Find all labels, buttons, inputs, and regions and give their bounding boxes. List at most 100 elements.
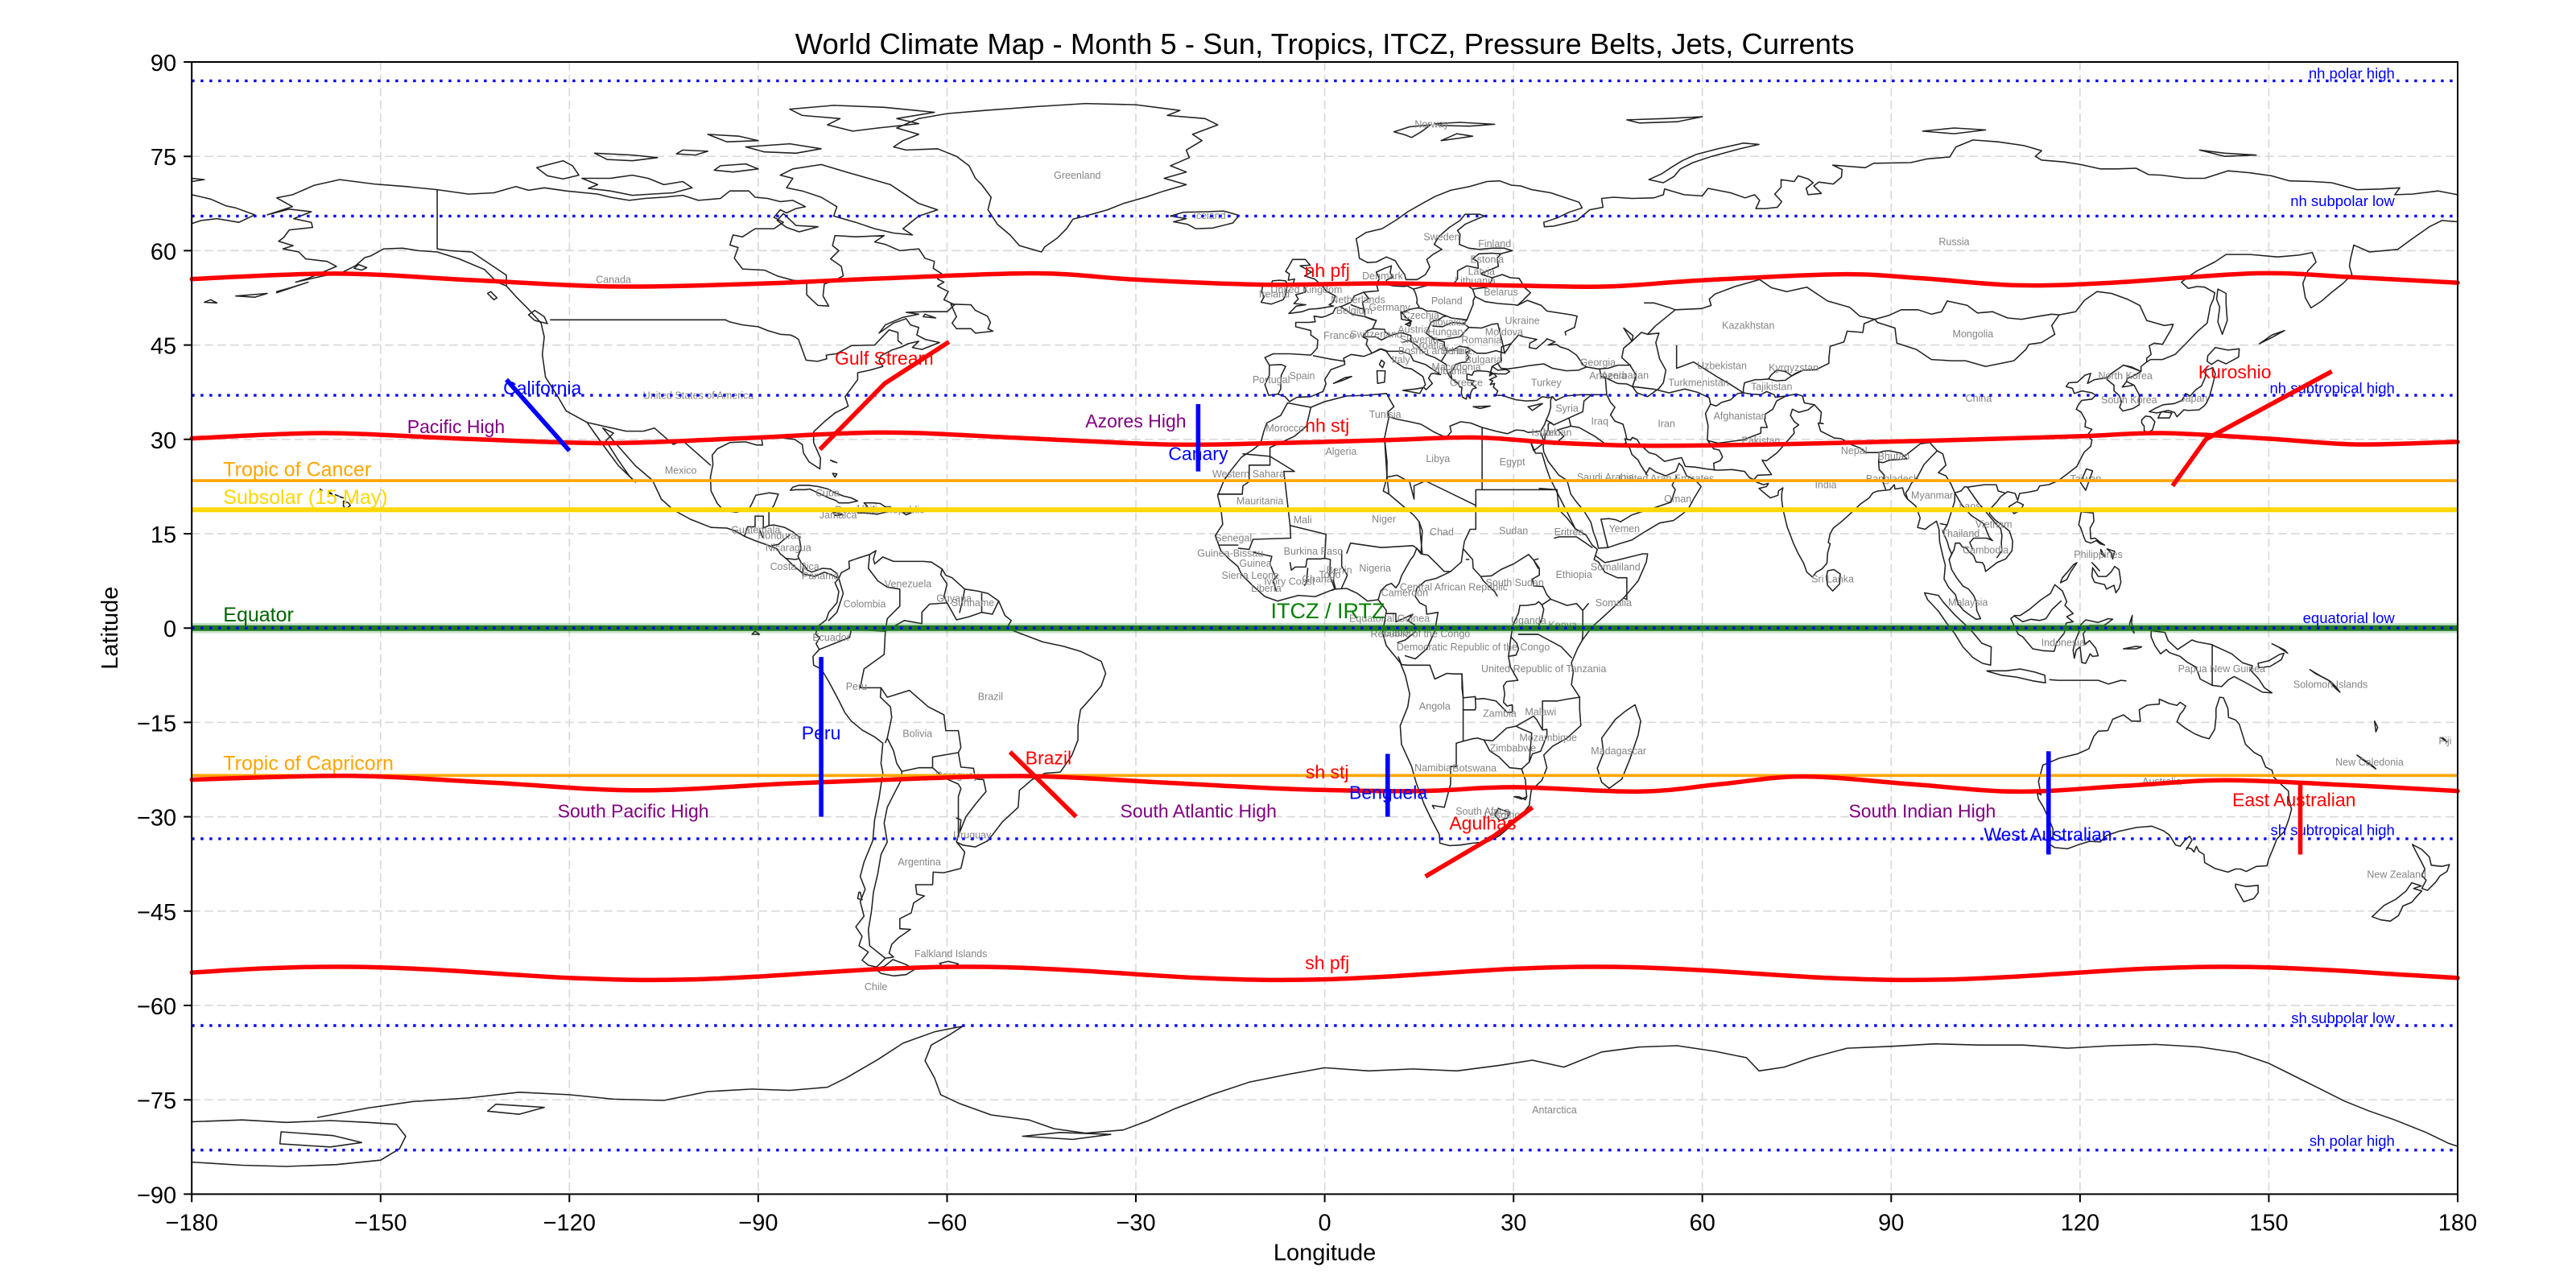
svg-text:Iran: Iran bbox=[1657, 419, 1675, 430]
svg-text:Ivory Coast: Ivory Coast bbox=[1264, 576, 1315, 588]
svg-text:Pacific High: Pacific High bbox=[407, 416, 505, 437]
svg-text:Spain: Spain bbox=[1290, 370, 1315, 382]
svg-text:Ukraine: Ukraine bbox=[1505, 315, 1540, 326]
svg-text:Turkmenistan: Turkmenistan bbox=[1668, 378, 1728, 389]
svg-text:Chile: Chile bbox=[865, 981, 888, 993]
svg-text:Egypt: Egypt bbox=[1500, 456, 1525, 468]
svg-text:Tropic of Capricorn: Tropic of Capricorn bbox=[223, 753, 394, 775]
svg-text:Colombia: Colombia bbox=[844, 599, 886, 610]
svg-text:60: 60 bbox=[1690, 1210, 1715, 1236]
svg-text:Peru: Peru bbox=[802, 722, 841, 743]
svg-text:Libya: Libya bbox=[1426, 453, 1450, 464]
svg-text:West Australian: West Australian bbox=[1984, 824, 2112, 844]
svg-text:Costa Rica: Costa Rica bbox=[770, 561, 819, 572]
svg-text:Czechia: Czechia bbox=[1403, 310, 1439, 321]
svg-text:sh subpolar low: sh subpolar low bbox=[2291, 1009, 2395, 1026]
svg-text:Belarus: Belarus bbox=[1484, 287, 1517, 298]
svg-text:180: 180 bbox=[2438, 1210, 2477, 1236]
svg-text:nh subpolar low: nh subpolar low bbox=[2290, 192, 2395, 209]
svg-text:Argentina: Argentina bbox=[898, 857, 941, 868]
svg-text:sh subtropical high: sh subtropical high bbox=[2271, 822, 2395, 839]
svg-text:Slovenia: Slovenia bbox=[1400, 334, 1439, 345]
svg-text:Bolivia: Bolivia bbox=[902, 729, 932, 740]
svg-text:Latvia: Latvia bbox=[1468, 266, 1495, 277]
svg-text:New Caledonia: New Caledonia bbox=[2335, 757, 2404, 768]
svg-text:Falkland Islands: Falkland Islands bbox=[914, 948, 987, 960]
svg-text:Somalia: Somalia bbox=[1596, 597, 1632, 609]
svg-text:South Sudan: South Sudan bbox=[1486, 577, 1544, 588]
svg-text:nh stj: nh stj bbox=[1305, 415, 1349, 436]
svg-text:60: 60 bbox=[151, 239, 176, 265]
svg-text:0: 0 bbox=[1319, 1210, 1331, 1236]
svg-text:Equator: Equator bbox=[223, 604, 294, 626]
svg-text:Japan: Japan bbox=[2180, 393, 2207, 404]
svg-text:Hungary: Hungary bbox=[1428, 326, 1467, 337]
svg-text:Ghana: Ghana bbox=[1302, 574, 1332, 585]
svg-text:Serbia: Serbia bbox=[1441, 345, 1470, 357]
svg-text:Syria: Syria bbox=[1555, 403, 1579, 415]
svg-text:−45: −45 bbox=[137, 900, 176, 926]
svg-text:Kuroshio: Kuroshio bbox=[2198, 361, 2272, 382]
svg-text:Brazil: Brazil bbox=[978, 691, 1003, 703]
svg-text:Yemen: Yemen bbox=[1609, 523, 1641, 535]
svg-text:Afghanistan: Afghanistan bbox=[1714, 411, 1767, 422]
svg-text:Cambodia: Cambodia bbox=[1963, 545, 2008, 556]
svg-text:90: 90 bbox=[151, 51, 176, 76]
svg-text:Cuba: Cuba bbox=[815, 487, 840, 498]
svg-text:Albania: Albania bbox=[1434, 365, 1468, 377]
svg-text:Sierra Leone: Sierra Leone bbox=[1222, 570, 1280, 581]
svg-text:equatorial low: equatorial low bbox=[2303, 609, 2396, 626]
svg-text:−60: −60 bbox=[137, 994, 176, 1020]
svg-text:nh subtropical high: nh subtropical high bbox=[2269, 380, 2394, 397]
svg-text:Iceland: Iceland bbox=[1193, 210, 1225, 221]
svg-text:Taiwan: Taiwan bbox=[2070, 473, 2101, 485]
svg-text:Ecuador: Ecuador bbox=[812, 632, 850, 643]
svg-text:15: 15 bbox=[151, 522, 176, 548]
svg-text:Zambia: Zambia bbox=[1483, 708, 1517, 720]
svg-text:Antarctica: Antarctica bbox=[1532, 1104, 1577, 1116]
svg-text:−90: −90 bbox=[137, 1183, 176, 1208]
svg-text:Denmark: Denmark bbox=[1362, 270, 1403, 282]
svg-text:Bosnia and Herz.: Bosnia and Herz. bbox=[1398, 345, 1476, 357]
svg-text:Suriname: Suriname bbox=[952, 597, 995, 609]
svg-text:Angola: Angola bbox=[1419, 700, 1451, 712]
svg-text:Canada: Canada bbox=[596, 275, 631, 286]
svg-text:Portugal: Portugal bbox=[1253, 374, 1290, 386]
svg-text:California: California bbox=[503, 378, 581, 398]
svg-text:Kyrgyzstan: Kyrgyzstan bbox=[1769, 362, 1818, 374]
svg-text:Equatorial Guinea: Equatorial Guinea bbox=[1349, 613, 1430, 625]
svg-text:Belgium: Belgium bbox=[1336, 305, 1373, 316]
svg-text:nh pfj: nh pfj bbox=[1305, 260, 1350, 281]
svg-text:Mali: Mali bbox=[1294, 514, 1312, 526]
svg-text:−120: −120 bbox=[543, 1210, 596, 1236]
svg-text:Israel: Israel bbox=[1531, 427, 1556, 438]
svg-text:Azerbaijan: Azerbaijan bbox=[1601, 369, 1649, 381]
svg-text:Democratic Republic of the Con: Democratic Republic of the Congo bbox=[1397, 642, 1550, 653]
svg-text:sh polar high: sh polar high bbox=[2310, 1133, 2395, 1150]
svg-text:Romania: Romania bbox=[1461, 335, 1501, 346]
svg-text:150: 150 bbox=[2249, 1210, 2288, 1236]
svg-text:Bulgaria: Bulgaria bbox=[1465, 354, 1502, 365]
svg-text:Guinea-Bissau: Guinea-Bissau bbox=[1197, 547, 1263, 559]
svg-text:South Korea: South Korea bbox=[2101, 394, 2157, 406]
svg-text:−30: −30 bbox=[1116, 1210, 1155, 1236]
svg-text:Ireland: Ireland bbox=[1259, 289, 1290, 300]
svg-text:Georgia: Georgia bbox=[1580, 357, 1616, 369]
svg-text:75: 75 bbox=[151, 145, 176, 171]
svg-text:South Pacific High: South Pacific High bbox=[558, 801, 709, 822]
svg-text:sh pfj: sh pfj bbox=[1305, 952, 1349, 973]
svg-text:Estonia: Estonia bbox=[1470, 254, 1504, 266]
svg-text:Oman: Oman bbox=[1664, 493, 1691, 505]
svg-text:Papua New Guinea: Papua New Guinea bbox=[2178, 663, 2265, 675]
svg-text:Sweden: Sweden bbox=[1423, 231, 1459, 242]
svg-text:Somaliland: Somaliland bbox=[1591, 562, 1641, 573]
svg-text:Russia: Russia bbox=[1938, 237, 1969, 248]
svg-text:−150: −150 bbox=[354, 1210, 407, 1236]
svg-text:Namibia: Namibia bbox=[1414, 762, 1451, 774]
svg-text:Slovakia: Slovakia bbox=[1428, 317, 1466, 328]
svg-text:Mozambique: Mozambique bbox=[1519, 732, 1577, 743]
svg-text:Cameroon: Cameroon bbox=[1381, 588, 1428, 599]
svg-text:Mongolia: Mongolia bbox=[1953, 328, 1994, 340]
svg-text:Switzerland: Switzerland bbox=[1350, 329, 1402, 341]
svg-text:Austria: Austria bbox=[1397, 324, 1429, 335]
